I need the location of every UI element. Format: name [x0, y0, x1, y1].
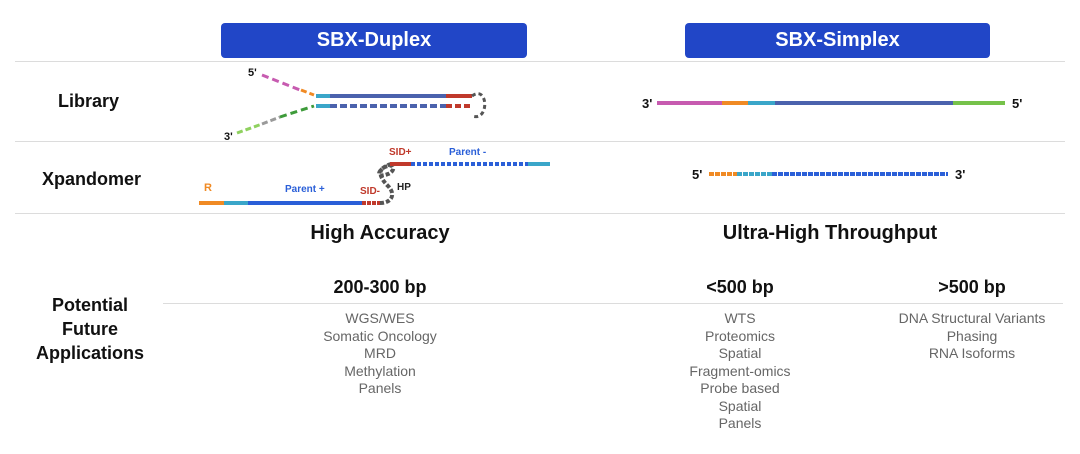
duplex-library-lower-arm-grey [261, 115, 281, 126]
list-item: RNA Isoforms [928, 345, 1016, 361]
divider-bottom [15, 213, 1065, 214]
duplex-applications-list: WGS/WES Somatic Oncology MRD Methylation… [280, 310, 480, 398]
row-label-library: Library [58, 91, 120, 111]
duplex-library-upper-arm-orange [300, 88, 315, 97]
duplex-library-three-prime-label: 3' [224, 131, 233, 143]
list-item: MRD [364, 345, 396, 361]
simplex-gt500-bp-label: >500 bp [938, 277, 1006, 297]
xpandomer-hp-linker [377, 162, 410, 205]
list-item: Methylation [344, 362, 416, 379]
xpandomer-sid-minus-label: SID- [360, 186, 380, 197]
list-item: Panels [718, 415, 762, 431]
simplex-xpandomer-three-prime-label: 3' [955, 167, 965, 182]
duplex-bp-label: 200-300 bp [333, 277, 427, 297]
simplex-section-title: Ultra-High Throughput [722, 222, 938, 244]
list-item: WGS/WES [345, 310, 415, 326]
duplex-library-upper-arm-magenta [261, 73, 301, 92]
divider-top [15, 61, 1065, 62]
simplex-gt500-applications-list: DNA Structural Variants Phasing RNA Isof… [862, 310, 1080, 363]
row-label-applications-line-2: Future [62, 319, 118, 339]
list-item: DNA Structural Variants [898, 310, 1046, 326]
duplex-library-lower-arm-green [279, 104, 315, 119]
divider-middle [15, 141, 1065, 142]
list-item: Panels [358, 380, 402, 396]
sbx-simplex-header: SBX-Simplex [685, 23, 990, 58]
list-item: Spatial [718, 345, 762, 361]
list-item: Fragment-omics [689, 362, 791, 379]
row-label-applications: Potential Future Applications [35, 293, 145, 365]
simplex-library-five-prime-label: 5' [1012, 96, 1022, 111]
simplex-xpandomer-molecule: 5' 3' [692, 167, 965, 182]
xpandomer-sid-plus-label: SID+ [389, 147, 412, 158]
row-label-applications-line-1: Potential [51, 295, 128, 315]
sbx-duplex-header: SBX-Duplex [221, 23, 527, 58]
duplex-library-molecule: 5' 3' [224, 67, 487, 143]
duplex-xpandomer-molecule: R Parent + Parent - SID+ SID- HP [199, 147, 550, 205]
simplex-lt500-bp-label: <500 bp [706, 277, 774, 297]
simplex-lt500-applications-list: WTS Proteomics Spatial Fragment-omics Pr… [640, 310, 840, 433]
xpandomer-r-label: R [204, 182, 212, 194]
duplex-library-five-prime-label: 5' [248, 67, 257, 79]
list-item: Spatial [718, 397, 762, 414]
list-item: Phasing [946, 327, 998, 344]
list-item: WTS [724, 310, 756, 326]
row-label-applications-line-3: Applications [35, 343, 144, 363]
simplex-xpandomer-five-prime-label: 5' [692, 167, 702, 182]
xpandomer-parent-minus-label: Parent - [449, 147, 486, 158]
list-item: Proteomics [704, 327, 776, 344]
duplex-library-lower-arm-green-light [236, 122, 263, 135]
xpandomer-parent-plus-label: Parent + [285, 184, 325, 195]
row-label-xpandomer: Xpandomer [42, 169, 142, 189]
simplex-library-molecule: 3' 5' [642, 96, 1022, 111]
duplex-section-title: High Accuracy [310, 222, 450, 244]
list-item: Somatic Oncology [323, 327, 437, 344]
xpandomer-hp-label: HP [397, 182, 411, 193]
divider-applications [163, 303, 1063, 304]
duplex-library-hairpin [471, 92, 487, 118]
list-item: Probe based [700, 380, 780, 396]
simplex-library-three-prime-label: 3' [642, 96, 652, 111]
